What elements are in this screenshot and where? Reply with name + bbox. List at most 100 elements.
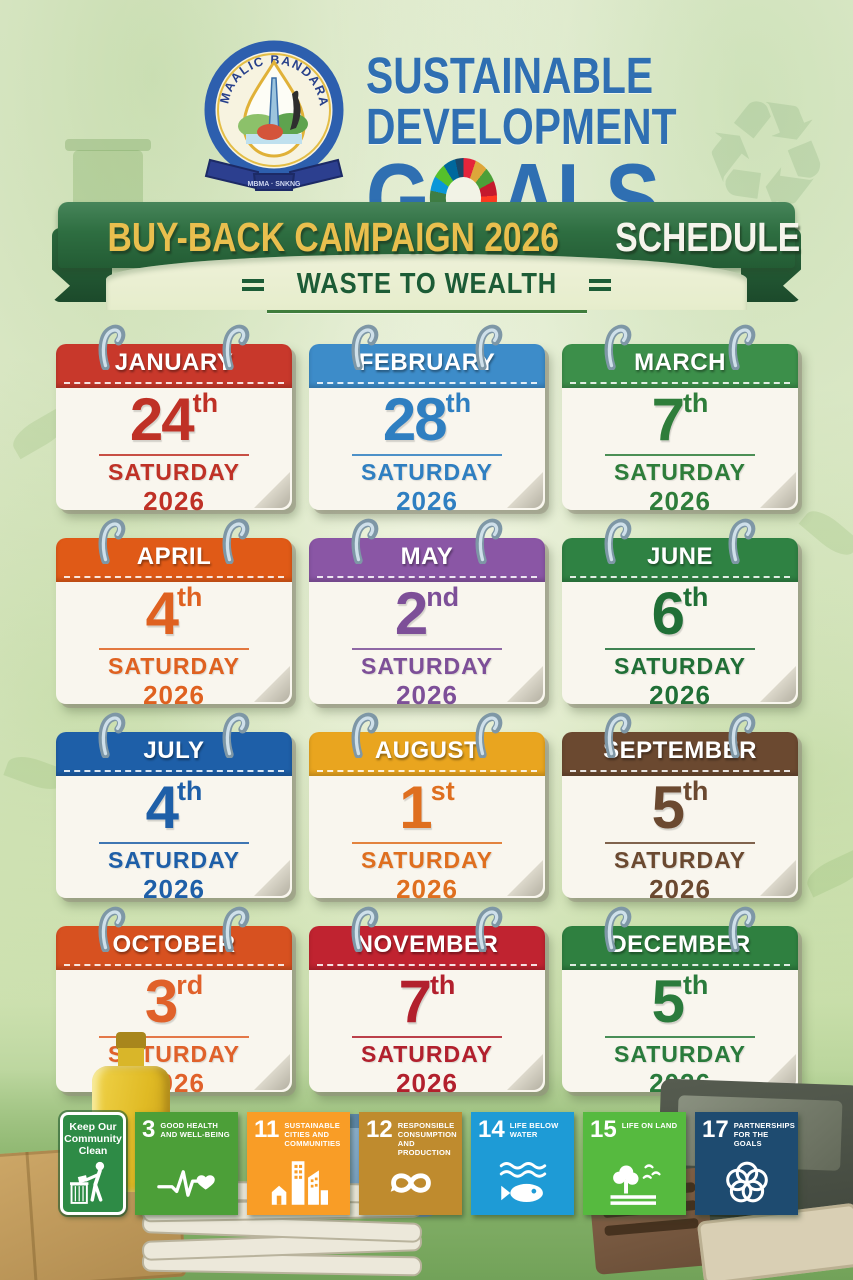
binder-ring-icon [604,904,632,953]
binder-ring-icon [222,516,250,565]
sdg-label: PARTNERSHIPS FOR THE GOALS [733,1121,796,1149]
month-header: JULY [56,732,292,776]
month-name: JULY [143,737,205,764]
date-block: 5th [562,778,798,838]
month-card: JUNE 6th SATURDAY 2026 [562,516,798,710]
sdg-label: LIFE ON LAND [621,1121,678,1130]
binder-ring-icon [98,322,126,371]
dashed-divider [570,576,790,578]
tagline-text: WASTE TO WEALTH [296,268,557,300]
date-number: 5 [651,774,685,841]
month-name: SEPTEMBER [603,737,757,764]
date-block: 7th [562,390,798,450]
sdg-badge: 17 PARTNERSHIPS FOR THE GOALS [695,1112,798,1215]
dashed-divider [64,576,284,578]
tagline-dash-icon [242,275,265,295]
date-number: 5 [651,968,685,1035]
weekday-label: SATURDAY [614,847,746,873]
date-suffix: th [176,776,203,806]
sdg-badge: 15 LIFE ON LAND [583,1112,686,1215]
month-header: MAY [309,538,545,582]
month-card: MAY 2nd SATURDAY 2026 [309,516,545,710]
month-card: NOVEMBER 7th SATURDAY 2026 [309,904,545,1098]
title-line-sustainable: SUSTAINABLE [366,47,654,104]
fish-icon [499,1161,546,1202]
date-suffix: rd [176,970,204,1000]
city-council-crest-logo: MAALIC BANDARAYA MIRI MBMA · SNKNG [182,23,360,202]
date-divider-line [99,454,249,456]
date-number: 4 [145,774,179,841]
community-clean-sign: Keep Our Community Clean [58,1110,128,1217]
date-number: 28 [382,386,448,453]
sdg-label: SUSTAINABLE CITIES AND COMMUNITIES [284,1121,341,1149]
month-header: SEPTEMBER [562,732,798,776]
campaign-banner: BUY-BACK CAMPAIGN 2026 SCHEDULE [52,198,801,310]
year-label: 2026 [396,1068,458,1098]
dashed-divider [64,964,284,966]
sign-text-line: Community [64,1133,122,1146]
date-suffix: th [192,388,219,418]
date-number: 6 [651,580,685,647]
date-number: 4 [145,580,179,647]
dashed-divider [64,770,284,772]
binder-ring-icon [475,516,503,565]
date-divider-line [352,1036,502,1038]
date-suffix: th [445,388,472,418]
sdg-number: 17 [702,1116,729,1143]
date-divider-line [99,648,249,650]
month-card: DECEMBER 5th SATURDAY 2026 [562,904,798,1098]
year-label: 2026 [649,680,711,710]
sdg-number: 12 [366,1116,393,1143]
sdg-badge: 14 LIFE BELOW WATER [471,1112,574,1215]
date-suffix: th [429,970,456,1000]
year-label: 2026 [649,486,711,516]
date-divider-line [605,1036,755,1038]
dashed-divider [317,382,537,384]
month-card: JANUARY 24th SATURDAY 2026 [56,322,292,516]
date-block: 6th [562,584,798,644]
date-divider-line [605,842,755,844]
date-divider-line [352,648,502,650]
binder-ring-icon [728,516,756,565]
year-label: 2026 [143,874,205,904]
binder-ring-icon [604,322,632,371]
dashed-divider [64,382,284,384]
date-block: 4th [56,778,292,838]
year-label: 2026 [396,680,458,710]
date-suffix: th [682,582,709,612]
date-divider-line [605,648,755,650]
month-header: OCTOBER [56,926,292,970]
month-header: AUGUST [309,732,545,776]
month-name: AUGUST [374,737,480,764]
sdg-number: 11 [254,1116,280,1143]
binder-ring-icon [222,322,250,371]
date-number: 24 [129,386,195,453]
month-header: JANUARY [56,344,292,388]
month-header: MARCH [562,344,798,388]
date-suffix: nd [426,582,460,612]
binder-ring-icon [728,710,756,759]
year-label: 2026 [649,1068,711,1098]
sdg-flower-icon [725,1161,768,1202]
binder-ring-icon [604,710,632,759]
sign-text-line: Clean [78,1145,108,1158]
binder-ring-icon [222,710,250,759]
year-label: 2026 [396,486,458,516]
month-header: APRIL [56,538,292,582]
binder-ring-icon [728,904,756,953]
dashed-divider [570,964,790,966]
binder-ring-icon [604,516,632,565]
date-block: 7th [309,972,545,1032]
date-block: 24th [56,390,292,450]
year-label: 2026 [143,680,205,710]
binder-ring-icon [351,710,379,759]
date-suffix: th [682,970,709,1000]
sdg-badge: 12 RESPONSIBLE CONSUMPTION AND PRODUCTIO… [359,1112,462,1215]
date-suffix: th [176,582,203,612]
binder-ring-icon [351,516,379,565]
binder-ring-icon [351,904,379,953]
month-card: SEPTEMBER 5th SATURDAY 2026 [562,710,798,904]
date-block: 5th [562,972,798,1032]
month-card: OCTOBER 3rd SATURDAY 2026 [56,904,292,1098]
schedule-label: SCHEDULE [615,214,801,260]
